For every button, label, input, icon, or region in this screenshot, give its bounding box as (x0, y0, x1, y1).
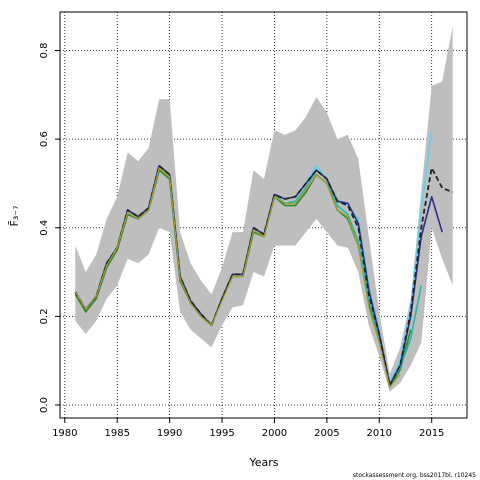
x-tick-label: 2005 (314, 428, 339, 439)
x-axis-label: Years (248, 456, 278, 469)
grid-lines (60, 12, 467, 418)
y-tick-label: 0.8 (39, 43, 50, 59)
plot-frame (59, 11, 468, 419)
series-lines (74, 130, 454, 389)
confidence-band-area (75, 26, 453, 392)
y-tick-label: 0.2 (39, 308, 50, 324)
x-tick-label: 2000 (262, 428, 287, 439)
x-tick-label: 2015 (419, 428, 444, 439)
y-tick-label: 0.4 (39, 220, 50, 236)
confidence-band (75, 26, 453, 392)
y-axis-label: F̄₃₋₇ (8, 206, 21, 227)
y-tick-label: 0.6 (39, 131, 50, 147)
x-tick-label: 1995 (209, 428, 234, 439)
x-tick-label: 1990 (157, 428, 182, 439)
x-axis: 1980 1985 1990 1995 2000 2005 2010 2015 (52, 418, 444, 439)
x-tick-label: 1985 (104, 428, 129, 439)
x-tick-label: 2010 (367, 428, 392, 439)
series-line-6 (74, 167, 401, 388)
y-tick-label: 0.0 (39, 397, 50, 413)
footer-credit: stockassessment.org, bss2017bl, r10245 (353, 472, 476, 479)
y-axis: 0.0 0.2 0.4 0.6 0.8 (39, 43, 60, 413)
x-tick-label: 1980 (52, 428, 77, 439)
